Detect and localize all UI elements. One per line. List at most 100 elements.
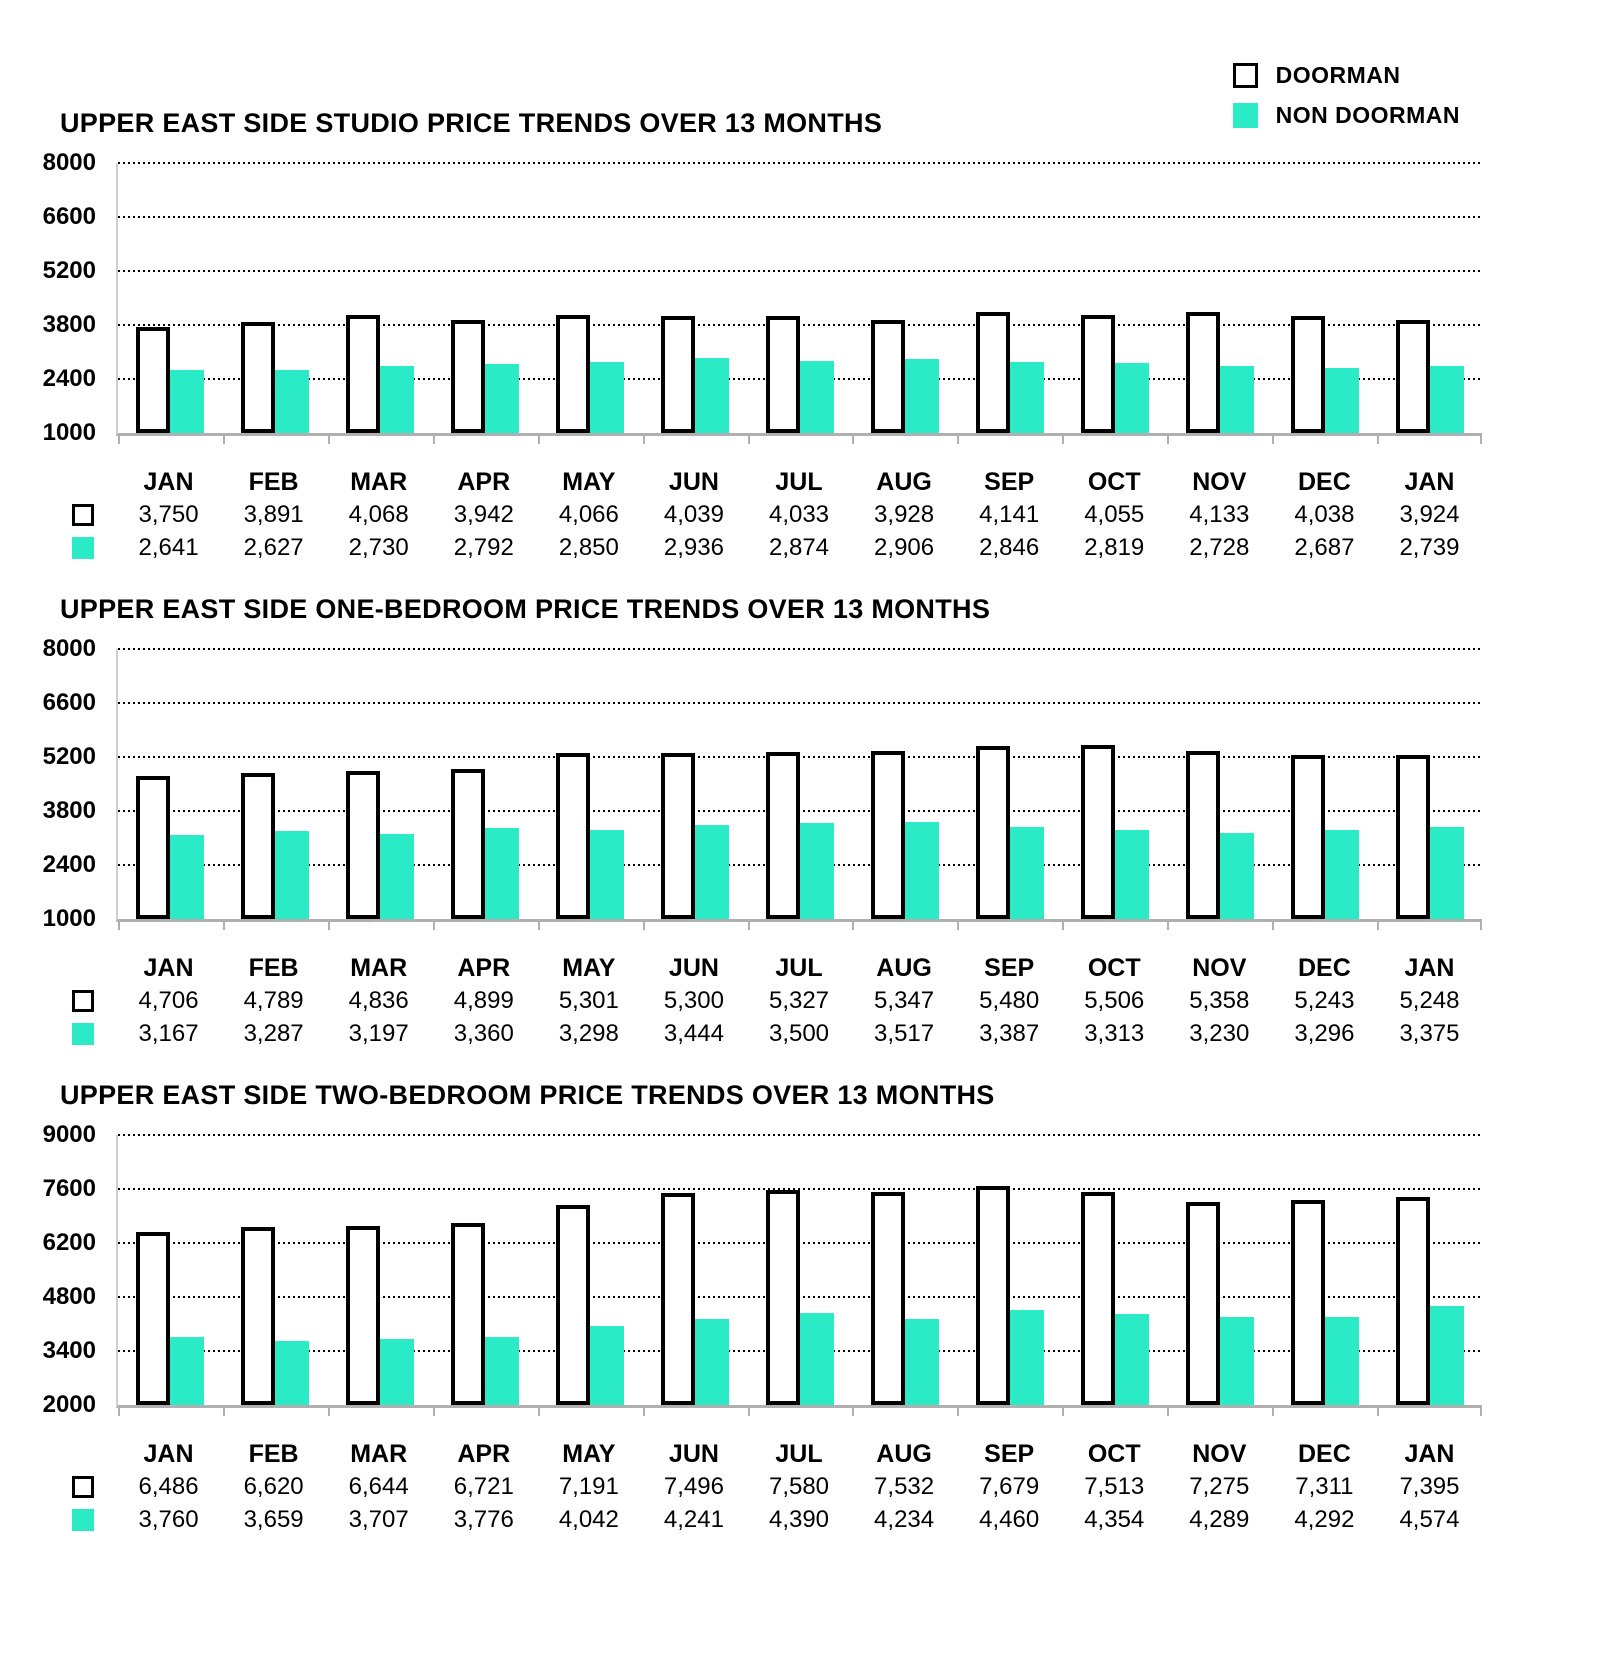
bar-doorman	[870, 1191, 905, 1405]
gridline	[118, 648, 1482, 650]
bar-group-jul-6	[748, 163, 853, 433]
bar-non-doorman	[380, 1339, 415, 1405]
bar-non-doorman	[904, 359, 939, 433]
bar-non-doorman	[485, 827, 520, 919]
bar-non-doorman	[170, 369, 205, 433]
x-axis-tick-mark	[327, 436, 330, 444]
gridline	[118, 756, 1482, 758]
studio-chart-section: UPPER EAST SIDE STUDIO PRICE TRENDS OVER…	[40, 108, 1482, 564]
y-axis-tick-label: 6600	[42, 689, 96, 716]
non-doorman-swatch-icon	[72, 536, 94, 559]
x-axis-tick-mark	[327, 1408, 330, 1416]
bar-non-doorman	[1324, 367, 1359, 433]
x-axis-tick-mark	[957, 1408, 960, 1416]
bar-non-doorman	[799, 360, 834, 433]
bar-non-doorman	[1114, 1314, 1149, 1405]
y-axis-tick-label: 3800	[42, 797, 96, 824]
doorman-values-row: 6,486 6,620 6,644 6,721 7,191 7,496 7,580 7,532…	[40, 1470, 1482, 1503]
row-gutter	[40, 1475, 116, 1498]
doorman-value: 6,620	[243, 1473, 304, 1500]
bar-doorman	[1395, 755, 1430, 919]
month-label: JUL	[775, 954, 823, 982]
gridline	[118, 1296, 1482, 1298]
row-gutter	[40, 503, 116, 526]
x-axis-tick-mark	[1062, 1408, 1065, 1416]
data-table: JAN FEB MAR APR MAY JUN JUL AUG SEP OCT NOV DEC JAN 6…	[40, 1438, 1482, 1536]
non-doorman-value: 4,289	[1189, 1506, 1250, 1533]
x-axis-tick-mark	[642, 922, 645, 930]
month-cells: JAN FEB MAR APR MAY JUN JUL AUG SEP OCT NOV DEC JAN	[116, 1438, 1482, 1470]
doorman-value: 7,513	[1084, 1473, 1145, 1500]
bar-group-sep-8	[957, 163, 1062, 433]
x-axis-tick-mark	[852, 436, 855, 444]
bar-non-doorman	[590, 1326, 625, 1405]
bar-doorman	[765, 1189, 800, 1405]
non-doorman-value: 3,776	[453, 1506, 514, 1533]
x-axis-tick-mark	[537, 922, 540, 930]
bar-doorman	[1185, 750, 1220, 919]
bar-doorman	[870, 320, 905, 433]
non-doorman-value: 2,906	[874, 534, 935, 561]
gridline	[118, 702, 1482, 704]
bar-doorman	[346, 1225, 381, 1405]
y-axis-tick-label: 3800	[42, 311, 96, 338]
non-doorman-value: 3,444	[663, 1020, 724, 1047]
bar-group-jan-12	[1377, 649, 1482, 919]
doorman-value: 4,706	[138, 987, 199, 1014]
month-label: FEB	[248, 954, 299, 982]
y-axis-tick-label: 8000	[42, 149, 96, 176]
bar-doorman	[661, 315, 696, 433]
doorman-swatch-icon	[72, 503, 94, 526]
x-axis-tick-mark	[747, 436, 750, 444]
gridline	[118, 162, 1482, 164]
value-cells: 4,706 4,789 4,836 4,899 5,301 5,300 5,327 5,347…	[116, 984, 1482, 1017]
non-doorman-value: 3,298	[558, 1020, 619, 1047]
doorman-value: 7,679	[979, 1473, 1040, 1500]
month-label: APR	[457, 468, 511, 496]
month-label: AUG	[876, 1440, 932, 1468]
doorman-value: 4,789	[243, 987, 304, 1014]
x-axis-tick-mark	[1272, 1408, 1275, 1416]
gridline	[118, 216, 1482, 218]
y-axis-tick-label: 8000	[42, 635, 96, 662]
bar-non-doorman	[1324, 830, 1359, 919]
bars-layer	[118, 163, 1482, 433]
non-doorman-value: 2,627	[243, 534, 304, 561]
doorman-value: 4,039	[663, 501, 724, 528]
bar-non-doorman	[1324, 1316, 1359, 1405]
non-doorman-values-row: 3,760 3,659 3,707 3,776 4,042 4,241 4,390 4,234…	[40, 1503, 1482, 1536]
bar-doorman	[765, 316, 800, 433]
bar-group-jan-0	[118, 649, 223, 919]
y-axis-tick-label: 6200	[42, 1229, 96, 1256]
month-label: MAR	[350, 1440, 408, 1468]
bar-non-doorman	[799, 1312, 834, 1405]
doorman-swatch-icon	[1232, 63, 1258, 88]
bar-non-doorman	[695, 1318, 730, 1405]
bar-group-oct-9	[1062, 1135, 1167, 1405]
bar-group-mar-2	[328, 163, 433, 433]
doorman-value: 3,891	[243, 501, 304, 528]
doorman-value: 5,300	[663, 987, 724, 1014]
plot-area	[116, 1134, 1482, 1416]
x-axis-tick-mark	[1272, 922, 1275, 930]
y-axis-tick-label: 5200	[42, 743, 96, 770]
x-axis-tick-mark	[1062, 922, 1065, 930]
non-doorman-value: 3,287	[243, 1020, 304, 1047]
x-axis-tick-mark	[642, 436, 645, 444]
month-label: JUN	[668, 468, 719, 496]
bar-doorman	[661, 753, 696, 919]
chart-title: UPPER EAST SIDE ONE-BEDROOM PRICE TRENDS…	[60, 594, 991, 624]
month-label: JUN	[668, 1440, 719, 1468]
doorman-value: 7,580	[768, 1473, 830, 1500]
chart-title: UPPER EAST SIDE TWO-BEDROOM PRICE TRENDS…	[60, 1080, 995, 1110]
bar-doorman	[556, 314, 591, 433]
non-doorman-value: 4,241	[663, 1506, 724, 1533]
bar-non-doorman	[380, 366, 415, 433]
non-doorman-value: 2,728	[1189, 534, 1250, 561]
bar-non-doorman	[799, 822, 834, 919]
non-doorman-values-row: 2,641 2,627 2,730 2,792 2,850 2,936 2,874 2,906…	[40, 531, 1482, 564]
non-doorman-value: 3,760	[138, 1506, 199, 1533]
doorman-value: 7,395	[1399, 1473, 1460, 1500]
non-doorman-swatch-icon	[1232, 103, 1258, 128]
non-doorman-value: 4,234	[874, 1506, 935, 1533]
